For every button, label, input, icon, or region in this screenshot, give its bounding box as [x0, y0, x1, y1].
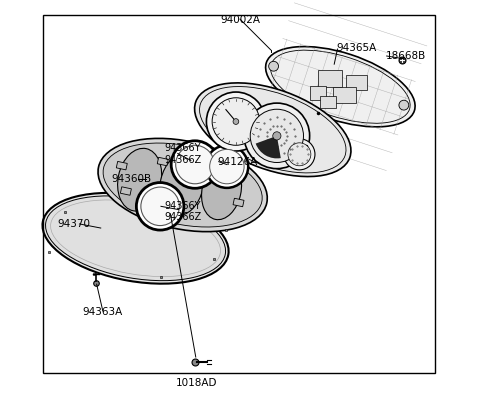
- Ellipse shape: [118, 148, 162, 211]
- Circle shape: [284, 139, 315, 170]
- Circle shape: [233, 119, 239, 125]
- Bar: [320, 96, 336, 109]
- Ellipse shape: [160, 153, 204, 216]
- Text: 94126A: 94126A: [217, 157, 258, 168]
- Text: 94366Y
94366Z: 94366Y 94366Z: [164, 143, 202, 165]
- Text: 18668B: 18668B: [385, 51, 426, 61]
- Circle shape: [141, 187, 180, 226]
- Wedge shape: [256, 136, 281, 158]
- Bar: [194, 166, 205, 174]
- Circle shape: [171, 141, 219, 188]
- Circle shape: [176, 145, 214, 184]
- Bar: [43, 15, 434, 374]
- Text: 94370: 94370: [58, 219, 91, 229]
- Ellipse shape: [202, 161, 241, 219]
- Ellipse shape: [46, 196, 226, 281]
- Bar: [233, 198, 244, 207]
- Ellipse shape: [265, 46, 415, 127]
- Circle shape: [288, 143, 311, 166]
- Text: 94363A: 94363A: [82, 307, 122, 317]
- Circle shape: [269, 61, 278, 71]
- Circle shape: [212, 98, 260, 145]
- Ellipse shape: [103, 143, 262, 227]
- Ellipse shape: [98, 139, 267, 232]
- Circle shape: [250, 109, 303, 162]
- Circle shape: [244, 103, 310, 169]
- Ellipse shape: [194, 83, 351, 177]
- Circle shape: [136, 182, 184, 230]
- Circle shape: [210, 149, 244, 184]
- Circle shape: [273, 132, 281, 140]
- Bar: [347, 76, 367, 90]
- Text: 1018AD: 1018AD: [176, 378, 218, 388]
- Bar: [227, 174, 238, 182]
- Ellipse shape: [42, 193, 228, 284]
- Text: 94365A: 94365A: [336, 43, 376, 53]
- Text: 94360B: 94360B: [111, 174, 151, 184]
- Circle shape: [206, 92, 265, 151]
- Bar: [120, 187, 132, 195]
- Bar: [157, 157, 168, 166]
- Circle shape: [399, 100, 409, 110]
- Bar: [310, 85, 326, 100]
- Circle shape: [205, 145, 248, 188]
- Text: 94366Y
94366Z: 94366Y 94366Z: [164, 201, 202, 222]
- Bar: [318, 70, 342, 87]
- Bar: [116, 162, 127, 170]
- Text: 94002A: 94002A: [220, 15, 260, 25]
- Bar: [333, 87, 356, 103]
